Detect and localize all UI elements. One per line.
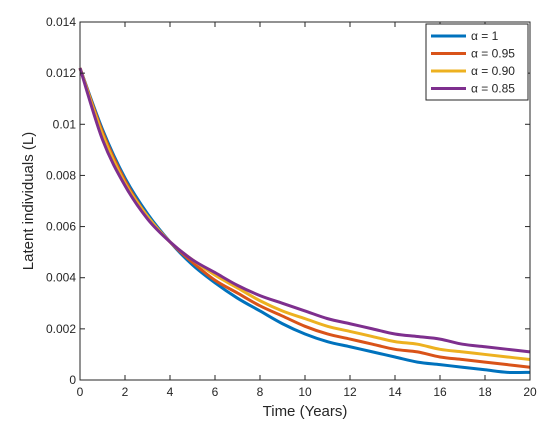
x-tick-label: 4 xyxy=(167,385,174,399)
legend: α = 1 α = 0.95 α = 0.90 α = 0.85 xyxy=(425,23,529,101)
x-tick-label: 20 xyxy=(523,385,537,399)
x-tick-label: 10 xyxy=(298,385,312,399)
x-tick-label: 14 xyxy=(388,385,402,399)
y-tick-label: 0.006 xyxy=(46,220,76,234)
x-tick-label: 8 xyxy=(257,385,264,399)
legend-label: α = 0.90 xyxy=(471,64,515,78)
legend-label: α = 0.85 xyxy=(471,82,515,96)
y-tick-label: 0.012 xyxy=(46,66,76,80)
y-tick-label: 0.014 xyxy=(46,15,76,29)
y-tick-label: 0 xyxy=(69,373,76,387)
series-layer xyxy=(78,67,531,375)
y-axis-label: Latent individuals (L) xyxy=(20,132,37,270)
legend-label: α = 1 xyxy=(471,29,499,43)
series-line-4 xyxy=(78,67,531,354)
ticks-layer: 0 2 4 6 8 10 12 14 16 18 20 0 0.002 0.004 0.006 0.008 0.… xyxy=(46,15,537,399)
y-tick-label: 0.01 xyxy=(53,117,77,131)
x-tick-label: 12 xyxy=(343,385,357,399)
legend-label: α = 0.95 xyxy=(471,47,515,61)
x-tick-label: 16 xyxy=(433,385,447,399)
x-tick-label: 6 xyxy=(212,385,219,399)
x-tick-label: 18 xyxy=(478,385,492,399)
x-tick-label: 2 xyxy=(122,385,129,399)
y-tick-label: 0.004 xyxy=(46,271,76,285)
y-tick-label: 0.002 xyxy=(46,322,76,336)
x-tick-label: 0 xyxy=(77,385,84,399)
y-tick-label: 0.008 xyxy=(46,168,76,182)
x-axis-label: Time (Years) xyxy=(263,403,348,420)
